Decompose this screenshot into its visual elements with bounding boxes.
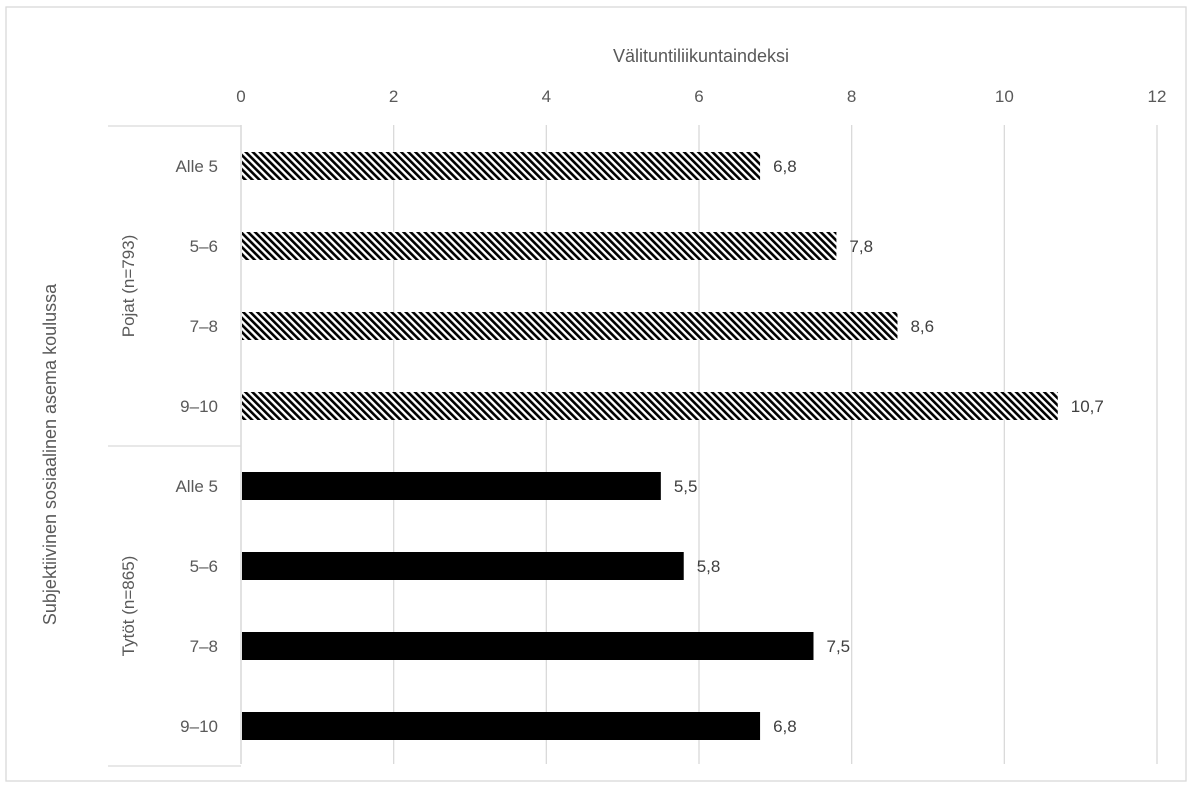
bar-group2-4 [242,712,761,740]
data-label-group1-4: 10,7 [1071,397,1104,416]
data-label-group2-2: 5,8 [697,557,721,576]
gridlines [240,125,1158,764]
group-label-2: Tytöt (n=865) [119,556,138,657]
x-tick-label-12: 12 [1148,87,1167,106]
category-label-group1-4: 9–10 [180,397,218,416]
bar-group2-2 [242,552,684,580]
category-label-group1-3: 7–8 [190,317,218,336]
bar-group2-1 [242,472,661,500]
labels: Alle 5 6,8 5–6 7,8 7–8 8,6 9–10 10,7 Pojat (n=79… [119,157,1104,736]
category-label-group2-2: 5–6 [190,557,218,576]
data-label-group1-1: 6,8 [773,157,797,176]
x-tick-label-8: 8 [847,87,856,106]
data-label-group2-3: 7,5 [827,637,851,656]
category-label-group2-1: Alle 5 [175,477,218,496]
data-label-group2-4: 6,8 [773,717,797,736]
data-label-group1-3: 8,6 [910,317,934,336]
data-label-group1-2: 7,8 [849,237,873,256]
category-label-group1-2: 5–6 [190,237,218,256]
data-label-group2-1: 5,5 [674,477,698,496]
category-label-group2-3: 7–8 [190,637,218,656]
bar-group1-1 [242,152,761,180]
chart-frame [5,6,1187,782]
x-tick-label-0: 0 [236,87,245,106]
bar-group1-2 [242,232,837,260]
bar-group1-4 [242,392,1058,420]
category-label-group1-1: Alle 5 [175,157,218,176]
bar-group2-3 [242,632,814,660]
group-label-1: Pojat (n=793) [119,235,138,338]
x-tick-label-2: 2 [389,87,398,106]
x-tick-label-10: 10 [995,87,1014,106]
y-axis-title: Subjektiivinen sosiaalinen asema kouluss… [40,283,60,625]
x-axis-title: Välituntiliikuntaindeksi [613,46,789,66]
x-tick-label-4: 4 [542,87,551,106]
category-label-group2-4: 9–10 [180,717,218,736]
bars [242,152,1058,740]
x-tick-label-6: 6 [694,87,703,106]
axes: 0 2 4 6 8 10 12 Välituntiliikuntaindeksi Subjekt… [40,46,1167,767]
bar-group1-3 [242,312,898,340]
